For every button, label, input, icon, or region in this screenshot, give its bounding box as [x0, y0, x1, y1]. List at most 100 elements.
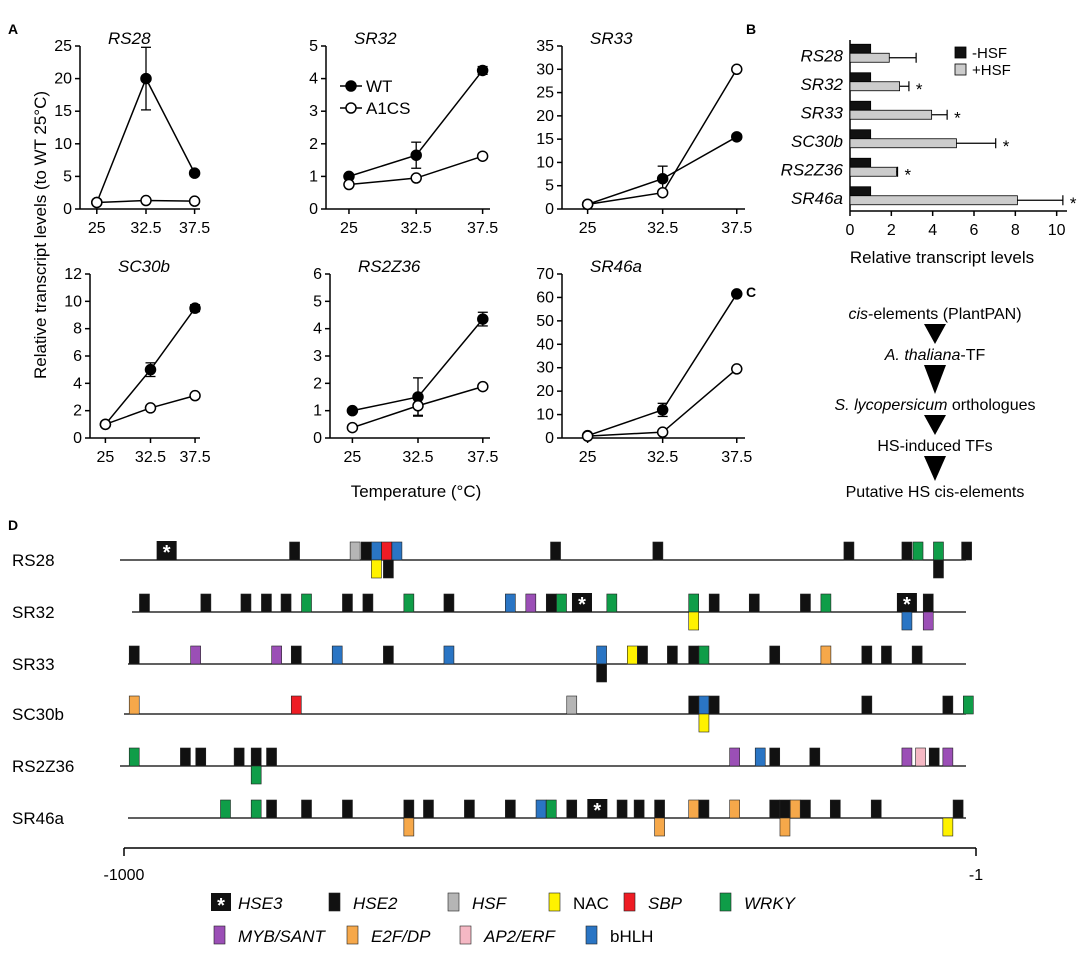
y-tick-label: 2: [73, 403, 82, 420]
y-tick-label: 10: [54, 136, 72, 153]
element-e2f-dp: [128, 695, 140, 715]
x-tick-label: 37.5: [721, 449, 752, 466]
x-tick-label: 0: [846, 222, 855, 239]
axis-label-end: -1: [969, 867, 983, 884]
element-hse2: [550, 541, 561, 561]
plot-title: SR32: [354, 29, 397, 48]
legend-label: MYB/SANT: [238, 927, 327, 946]
element-e2f-dp: [779, 817, 791, 837]
element-wrky: [556, 593, 567, 613]
element-nac: [627, 645, 638, 665]
significance-star: *: [1003, 137, 1010, 156]
bar-plus-hsf: [849, 195, 1018, 206]
element-hse2: [708, 593, 720, 613]
promoter-row-sc30b: SC30b: [12, 695, 974, 733]
x-tick-label: 25: [579, 220, 597, 237]
element-hse2: [748, 593, 760, 613]
x-tick-label: 37.5: [179, 220, 210, 237]
element-hse2: [128, 645, 140, 665]
data-point-a1cs: [412, 399, 424, 412]
element-hse2: [545, 593, 557, 613]
element-wrky: [545, 799, 557, 819]
element-hse2: [654, 799, 665, 819]
plot-title: SC30b: [118, 257, 170, 276]
element-hse2: [261, 593, 272, 613]
element-hse2: [667, 645, 678, 665]
legend-item-hse3: * HSE3: [211, 893, 283, 917]
element-hse2: [911, 645, 923, 665]
y-tick-label: 3: [309, 103, 318, 120]
y-tick-label: 20: [54, 71, 72, 88]
y-tick-label: 5: [545, 178, 554, 195]
y-tick-label: 12: [64, 266, 82, 283]
y-tick-label: 1: [309, 168, 318, 185]
element-hse2: [443, 593, 455, 613]
data-point-a1cs: [346, 421, 359, 434]
row-label: RS28: [12, 551, 55, 570]
legend-marker: [345, 80, 357, 92]
significance-star: *: [905, 165, 912, 184]
y-tick-label: 25: [54, 38, 72, 55]
x-tick-label: 25: [97, 449, 115, 466]
axis-label-start: -1000: [104, 867, 145, 884]
element-hse2: [139, 593, 150, 613]
element-bhlh: [535, 799, 547, 819]
flow-arrow: [924, 415, 946, 435]
y-tick-label: 3: [313, 348, 322, 365]
legend-swatch: [213, 925, 226, 945]
panel-label-c: C: [746, 284, 756, 300]
plot-title: SR33: [590, 29, 633, 48]
element-bhlh: [505, 593, 516, 613]
legend-swatch: [719, 892, 732, 912]
flow-arrow: [924, 324, 946, 344]
legend-label: +HSF: [972, 62, 1011, 79]
series-line-a1cs: [587, 368, 738, 437]
legend-swatch: [328, 892, 341, 912]
line-plot-sr33: 0 5 10 15 20 25 30 35 25 32.5 37.5 SR33: [536, 29, 752, 237]
x-tick-label: 32.5: [402, 449, 433, 466]
bar-plus-hsf: [849, 138, 957, 149]
data-point-wt: [731, 131, 743, 143]
legend-item-ap2-erf: AP2/ERF: [459, 925, 556, 946]
element-hse2: [901, 541, 913, 561]
element-hse2: [800, 799, 811, 819]
hse3-star-icon: *: [903, 594, 911, 616]
legend-swatch: [548, 892, 561, 912]
y-tick-label: 1: [313, 403, 322, 420]
flow-step-text: HS-induced TFs: [877, 438, 992, 455]
element-hsf: [566, 695, 578, 715]
legend-item-nac: NAC: [548, 892, 609, 913]
y-tick-label: 2: [313, 375, 322, 392]
y-tick-label: 0: [63, 201, 72, 218]
element-ap2-erf: [915, 747, 926, 767]
element-hse2: [566, 799, 578, 819]
panel-label-d: D: [8, 517, 18, 533]
panel-a: A Relative transcript levels (to WT 25°C…: [8, 21, 752, 501]
element-myb-sant: [901, 747, 913, 767]
category-label: SC30b: [791, 132, 843, 151]
bar-minus-hsf: [849, 43, 872, 54]
flow-step-text: orthologues: [947, 397, 1035, 414]
category-label: SR32: [800, 75, 843, 94]
line-plot-rs28: 0 5 10 15 20 25 25 32.5 37.5 RS28: [54, 29, 210, 237]
significance-star: *: [1070, 194, 1077, 213]
element-wrky: [250, 765, 262, 785]
element-bhlh: [901, 611, 913, 631]
panel-a-ylabel: Relative transcript levels (to WT 25°C): [31, 91, 50, 379]
element-myb-sant: [729, 747, 740, 767]
element-hse2: [952, 799, 964, 819]
element-hse2: [809, 747, 821, 767]
x-tick-label: 10: [1048, 222, 1066, 239]
element-hse2: [779, 799, 791, 819]
legend-label: NAC: [573, 894, 609, 913]
legend-item-bhlh: bHLH: [585, 925, 653, 946]
data-point-wt: [188, 167, 201, 179]
x-tick-label: 25: [88, 220, 106, 237]
row-label: SR46a: [12, 809, 65, 828]
element-hse2: [464, 799, 475, 819]
element-hse2: [933, 559, 944, 579]
element-hse2: [688, 645, 700, 665]
element-sbp: [290, 695, 302, 715]
element-myb-sant: [525, 593, 537, 613]
